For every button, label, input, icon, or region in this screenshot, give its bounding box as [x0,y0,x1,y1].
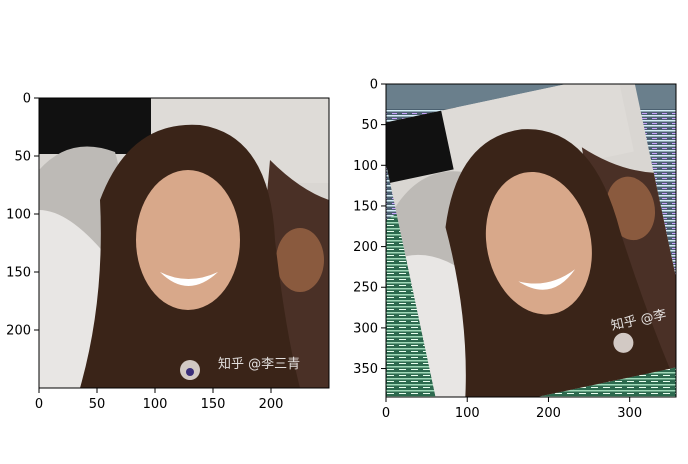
x-tick-label: 100 [143,397,168,412]
image-axes-rotated: 知乎 @李 0 100 200 300 0 50 100 150 200 250 300 350 [353,78,677,422]
x-tick-label: 0 [35,397,43,412]
photo-rotated: 知乎 @李 [386,84,676,397]
watermark-original: 知乎 @李三青 [218,356,300,372]
ticks-original: 0 50 100 150 200 0 50 100 150 200 [6,92,283,413]
y-tick-label: 100 [6,208,31,223]
x-tick-label: 0 [382,406,390,421]
y-tick-label: 50 [361,118,378,133]
y-tick-label: 100 [353,159,378,174]
y-tick-label: 200 [353,240,378,255]
y-tick-label: 0 [370,78,378,93]
y-tick-label: 350 [353,362,378,377]
y-tick-label: 150 [6,266,31,281]
ticks-rotated: 0 100 200 300 0 50 100 150 200 250 300 350 [353,78,642,422]
y-tick-label: 250 [353,281,378,296]
axes-frame-rotated [385,83,677,398]
y-tick-label: 300 [353,321,378,336]
photo-original: 知乎 @李三青 [39,98,329,388]
x-tick-label: 150 [201,397,226,412]
x-tick-label: 200 [536,406,561,421]
y-tick-label: 200 [6,324,31,339]
x-tick-label: 300 [617,406,642,421]
y-tick-label: 150 [353,199,378,214]
y-tick-label: 50 [14,150,31,165]
x-tick-label: 200 [259,397,284,412]
rotated-photo-content [386,84,676,397]
x-tick-label: 100 [455,406,480,421]
axes-frame-original [38,97,330,389]
x-tick-label: 50 [89,397,106,412]
y-tick-label: 0 [23,92,31,107]
image-axes-original: 知乎 @李三青 0 50 100 150 200 0 50 100 150 200 [6,92,330,413]
